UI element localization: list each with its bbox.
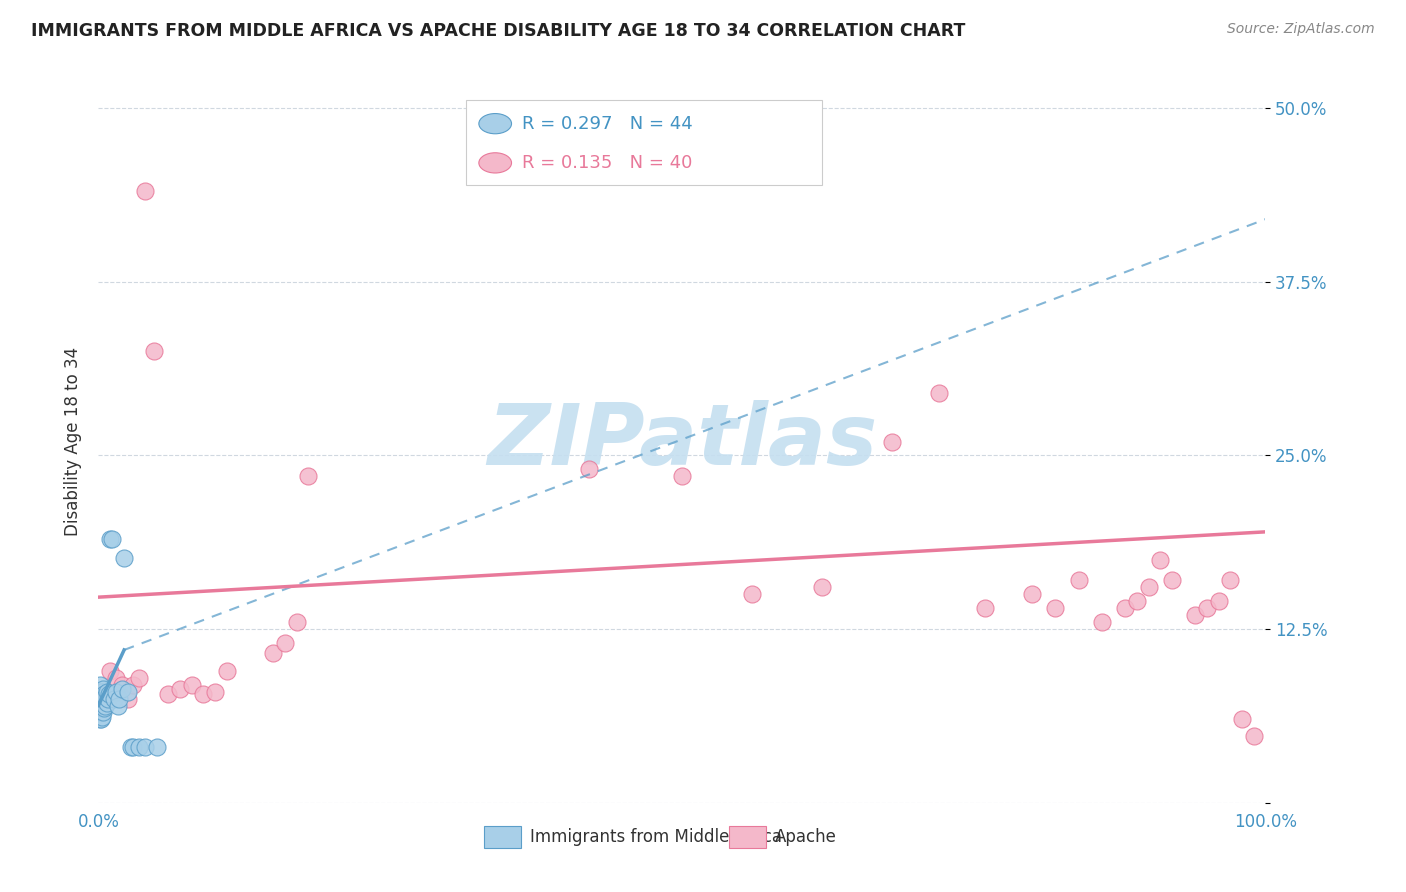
Point: [122, 740, 145, 755]
Point: [104, 671, 127, 685]
FancyBboxPatch shape: [484, 826, 520, 847]
Point: [89, 678, 111, 692]
Point: [93, 701, 115, 715]
Point: [1230, 713, 1253, 727]
Point: [262, 646, 284, 660]
Point: [1137, 581, 1160, 595]
Point: [97, 687, 120, 701]
Point: [169, 681, 191, 696]
Point: [1126, 594, 1149, 608]
Text: R = 0.135   N = 40: R = 0.135 N = 40: [522, 154, 692, 172]
Text: Apache: Apache: [775, 828, 837, 846]
Circle shape: [479, 113, 512, 134]
Point: [107, 698, 129, 713]
Point: [94, 690, 117, 705]
Point: [91, 698, 114, 713]
Point: [671, 469, 693, 483]
Point: [120, 740, 142, 755]
Point: [90, 709, 112, 723]
Y-axis label: Disability Age 18 to 34: Disability Age 18 to 34: [63, 347, 82, 536]
Point: [112, 551, 135, 566]
Point: [128, 740, 150, 755]
Point: [134, 740, 156, 755]
Point: [89, 698, 111, 713]
Point: [98, 664, 121, 678]
Point: [90, 684, 112, 698]
Point: [1045, 601, 1067, 615]
Point: [215, 664, 238, 678]
FancyBboxPatch shape: [465, 100, 823, 185]
Point: [1195, 601, 1218, 615]
Point: [285, 615, 308, 630]
Point: [157, 687, 180, 701]
Point: [93, 694, 115, 708]
Point: [89, 713, 111, 727]
Point: [90, 713, 112, 727]
Point: [98, 532, 121, 546]
Point: [89, 684, 111, 698]
Point: [89, 691, 111, 706]
Point: [89, 706, 111, 720]
Point: [90, 696, 112, 710]
Point: [96, 696, 118, 710]
Point: [94, 698, 117, 713]
Point: [91, 691, 114, 706]
Point: [1091, 615, 1114, 630]
Point: [146, 740, 169, 755]
Point: [1243, 729, 1265, 743]
Point: [89, 687, 111, 701]
Text: Immigrants from Middle Africa: Immigrants from Middle Africa: [530, 828, 782, 846]
Circle shape: [479, 153, 512, 173]
Point: [134, 185, 156, 199]
Point: [297, 469, 319, 483]
Point: [101, 532, 124, 546]
Point: [96, 684, 118, 698]
Point: [90, 701, 112, 715]
Point: [90, 698, 112, 713]
Point: [108, 691, 131, 706]
Point: [117, 691, 139, 706]
Point: [1184, 608, 1206, 623]
Point: [193, 687, 215, 701]
Point: [1219, 574, 1241, 588]
Point: [880, 434, 903, 449]
Point: [1114, 601, 1136, 615]
Point: [90, 684, 112, 698]
Point: [111, 678, 134, 692]
Point: [741, 587, 763, 601]
Point: [578, 462, 600, 476]
Text: Source: ZipAtlas.com: Source: ZipAtlas.com: [1227, 22, 1375, 37]
Point: [811, 581, 834, 595]
Point: [97, 691, 120, 706]
Text: ZIPatlas: ZIPatlas: [486, 400, 877, 483]
Point: [274, 636, 297, 650]
Point: [1067, 574, 1090, 588]
Point: [1161, 574, 1184, 588]
Point: [90, 706, 112, 720]
Point: [91, 706, 114, 720]
Text: IMMIGRANTS FROM MIDDLE AFRICA VS APACHE DISABILITY AGE 18 TO 34 CORRELATION CHAR: IMMIGRANTS FROM MIDDLE AFRICA VS APACHE …: [31, 22, 966, 40]
Point: [974, 601, 997, 615]
Point: [204, 684, 226, 698]
Point: [143, 344, 166, 359]
Point: [90, 691, 112, 706]
Point: [180, 678, 202, 692]
Point: [89, 696, 111, 710]
Point: [128, 671, 150, 685]
Point: [103, 691, 125, 706]
Point: [122, 678, 145, 692]
Point: [117, 684, 139, 698]
FancyBboxPatch shape: [728, 826, 766, 847]
Point: [928, 385, 950, 400]
Point: [104, 684, 127, 698]
Point: [111, 681, 134, 696]
Point: [1149, 552, 1171, 566]
Point: [1208, 594, 1230, 608]
Point: [91, 681, 114, 696]
Point: [1021, 587, 1043, 601]
Point: [93, 687, 115, 701]
Text: R = 0.297   N = 44: R = 0.297 N = 44: [522, 115, 693, 133]
